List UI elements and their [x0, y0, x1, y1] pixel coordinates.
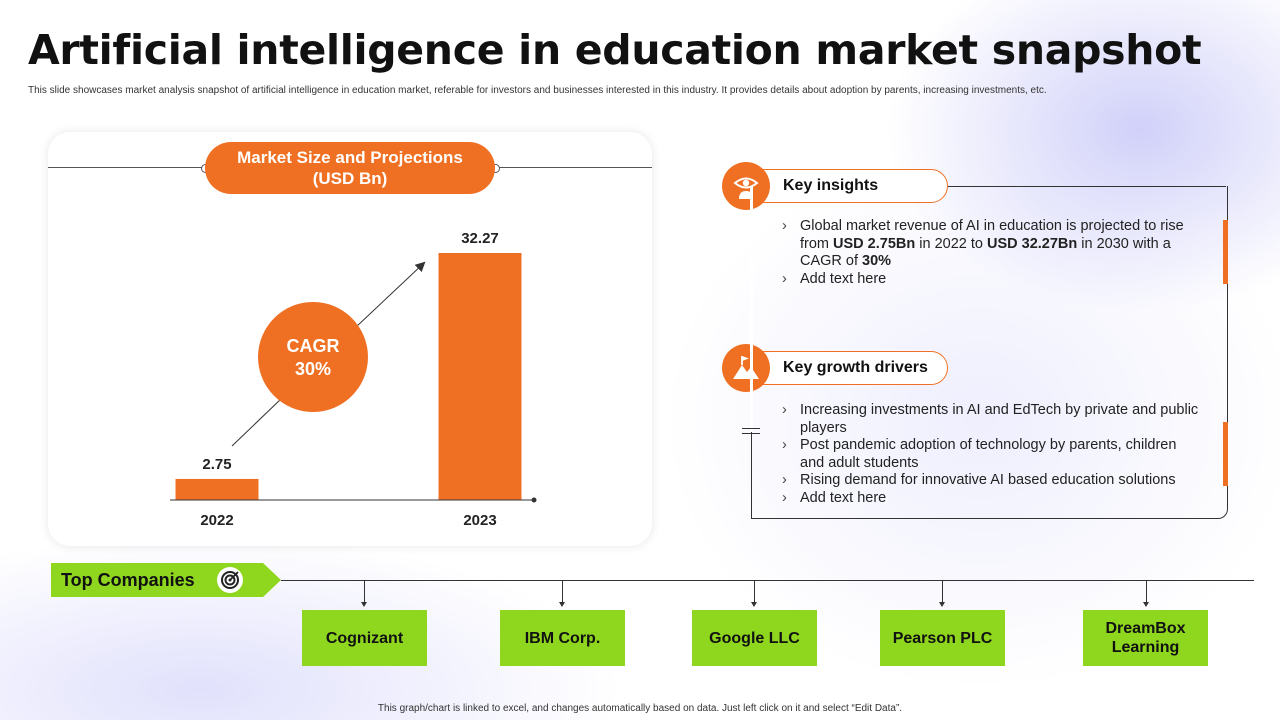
orange-accent-bottom [1223, 422, 1228, 486]
key-insights-list: Global market revenue of AI in education… [780, 218, 1200, 288]
key-insights-add-text: Add text here [780, 271, 1200, 289]
market-size-card [48, 132, 652, 546]
market-size-title: Market Size and Projections (USD Bn) [205, 142, 495, 194]
companies-timeline [281, 580, 1254, 581]
company-google: Google LLC [692, 610, 817, 666]
bracket-mask [750, 186, 753, 432]
market-size-title-line1: Market Size and Projections [237, 148, 463, 167]
bracket-tick-2 [742, 433, 760, 434]
growth-drivers-list: Increasing investments in AI and EdTech … [780, 402, 1200, 507]
company-pearson: Pearson PLC [880, 610, 1005, 666]
company-dreambox: DreamBox Learning [1083, 610, 1208, 666]
company-connector [1143, 581, 1149, 607]
key-insights-item: Global market revenue of AI in education… [780, 218, 1200, 271]
growth-driver-item: Post pandemic adoption of technology by … [780, 437, 1200, 472]
company-connector [939, 581, 945, 607]
growth-drivers-label: Key growth drivers [783, 359, 928, 376]
growth-driver-item: Increasing investments in AI and EdTech … [780, 402, 1200, 437]
eye-person-icon [722, 162, 770, 210]
key-insights-label: Key insights [783, 177, 879, 194]
page-title: Artificial intelligence in education mar… [28, 26, 1202, 74]
company-connector [559, 581, 565, 607]
top-companies-label: Top Companies [51, 563, 281, 597]
mountain-flag-icon [722, 344, 770, 392]
bracket-top-line [948, 186, 1226, 187]
company-ibm: IBM Corp. [500, 610, 625, 666]
footer-note: This graph/chart is linked to excel, and… [377, 703, 903, 714]
bracket-tick-1 [742, 428, 760, 429]
company-cognizant: Cognizant [302, 610, 427, 666]
growth-driver-item: Rising demand for innovative AI based ed… [780, 472, 1200, 490]
page-subtitle: This slide showcases market analysis sna… [28, 85, 1047, 96]
growth-driver-item: Add text here [780, 490, 1200, 508]
company-connector [361, 581, 367, 607]
orange-accent-top [1223, 220, 1228, 284]
market-size-title-line2: (USD Bn) [312, 169, 388, 188]
bracket-outline [751, 186, 1228, 519]
company-connector [751, 581, 757, 607]
target-icon [217, 567, 243, 593]
